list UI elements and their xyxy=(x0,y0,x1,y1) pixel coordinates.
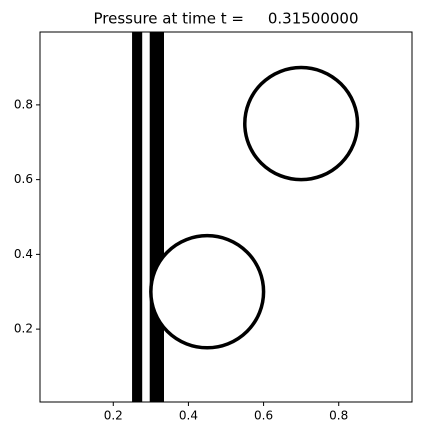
x-tick-label: 0.8 xyxy=(329,409,348,423)
shock-band xyxy=(149,32,164,402)
y-tick-label: 0.8 xyxy=(14,97,33,111)
y-tick-label: 0.2 xyxy=(14,322,33,336)
shock-band xyxy=(132,32,143,402)
y-tick-label: 0.4 xyxy=(14,247,33,261)
y-tick-label: 0.6 xyxy=(14,172,33,186)
x-tick-label: 0.2 xyxy=(104,409,123,423)
x-tick-label: 0.4 xyxy=(179,409,198,423)
circle-contour xyxy=(149,233,266,350)
circle-contour xyxy=(243,65,360,182)
x-tick-label: 0.6 xyxy=(254,409,273,423)
chart-title: Pressure at time t = 0.31500000 xyxy=(93,10,358,28)
plot-frame xyxy=(39,31,413,403)
